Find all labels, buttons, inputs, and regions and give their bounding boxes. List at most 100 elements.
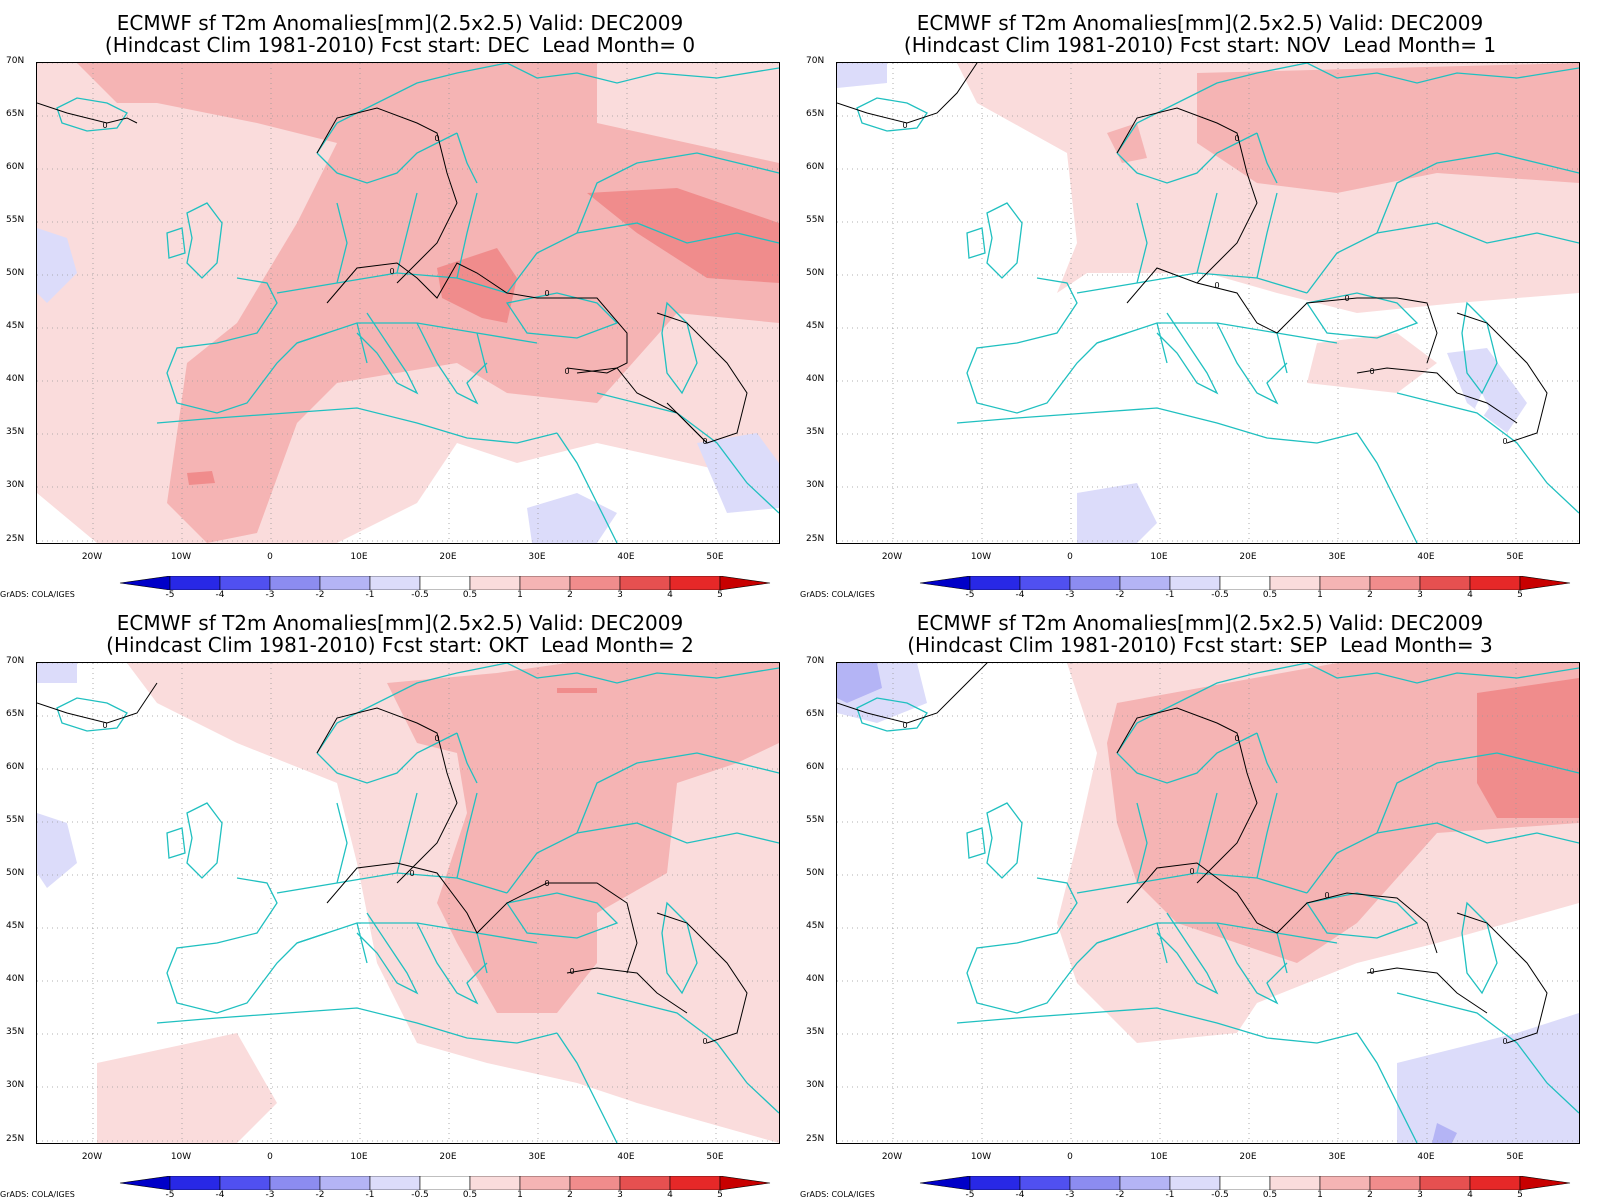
anomaly-shade-5 <box>1397 1013 1579 1143</box>
colorbar-segment <box>1069 576 1121 590</box>
lat-tick-label: 55N <box>806 815 825 825</box>
lat-tick-label: 35N <box>6 427 25 437</box>
panel-title-line1: ECMWF sf T2m Anomalies[mm](2.5x2.5) Vali… <box>916 11 1484 35</box>
colorbar-segment <box>1469 576 1521 590</box>
colorbar-segment <box>569 576 621 590</box>
lat-tick-label: 40N <box>806 974 825 984</box>
contour-label: 0 <box>389 267 394 276</box>
colorbar-label: 2 <box>1367 590 1373 600</box>
lon-tick-label: 50E <box>706 1152 724 1162</box>
colorbar-segment <box>1319 576 1371 590</box>
lat-tick-label: 35N <box>806 1027 825 1037</box>
colorbar-segment <box>1419 576 1471 590</box>
contour-label: 0 <box>1369 967 1374 976</box>
anomaly-shade-3 <box>37 813 77 888</box>
grads-credit: GrADS: COLA/IGES <box>800 1190 875 1199</box>
lat-tick-label: 50N <box>806 268 825 278</box>
contour-label: 0 <box>1189 867 1194 876</box>
colorbar-svg <box>119 576 771 590</box>
lat-tick-label: 70N <box>806 656 825 666</box>
lat-tick-label: 45N <box>6 921 25 931</box>
contour-label: 0 <box>902 721 907 730</box>
colorbar-label: -4 <box>215 590 225 600</box>
colorbar-segment <box>1119 576 1171 590</box>
contour-label: 0 <box>1502 1037 1507 1046</box>
colorbar-label: 4 <box>1467 590 1473 600</box>
lat-tick-label: 25N <box>6 1134 25 1144</box>
colorbar-segment <box>719 576 771 590</box>
colorbar-segment <box>1319 1176 1371 1190</box>
colorbar-label: 1 <box>517 1190 523 1200</box>
lat-tick-label: 70N <box>806 56 825 66</box>
contour-label: 0 <box>1234 134 1239 143</box>
contour-label: 0 <box>564 367 569 376</box>
lon-tick-label: 0 <box>267 552 273 562</box>
lon-tick-label: 30E <box>1328 552 1346 562</box>
lat-tick-label: 55N <box>806 215 825 225</box>
colorbar-label: -2 <box>315 590 325 600</box>
lat-tick-label: 45N <box>6 321 25 331</box>
grads-credit: GrADS: COLA/IGES <box>0 1190 75 1199</box>
anomaly-shade-7 <box>187 471 215 485</box>
colorbar-label: -2 <box>1115 590 1125 600</box>
colorbar-segment <box>519 1176 571 1190</box>
colorbar-segment <box>1219 576 1271 590</box>
colorbar-segment <box>719 1176 771 1190</box>
colorbar-segment <box>1119 1176 1171 1190</box>
colorbar-label: 1 <box>517 590 523 600</box>
colorbar-segment <box>1369 576 1421 590</box>
grid-lines <box>37 63 779 543</box>
lon-tick-label: 10E <box>350 1152 368 1162</box>
lon-tick-label: 50E <box>706 552 724 562</box>
colorbar-segment <box>319 1176 371 1190</box>
panel-lead-0: ECMWF sf T2m Anomalies[mm](2.5x2.5) Vali… <box>0 0 800 600</box>
panel-lead-2: ECMWF sf T2m Anomalies[mm](2.5x2.5) Vali… <box>0 600 800 1200</box>
anomaly-shade-4 <box>37 228 77 303</box>
lon-tick-label: 10E <box>1150 552 1168 562</box>
colorbar-label: -1 <box>1165 1190 1175 1200</box>
lat-tick-label: 40N <box>6 374 25 384</box>
colorbar-segment <box>169 1176 221 1190</box>
lon-tick-label: 0 <box>267 1152 273 1162</box>
colorbar-label: 3 <box>617 590 623 600</box>
colorbar-label: -1 <box>365 1190 375 1200</box>
lon-tick-label: 10W <box>170 552 192 562</box>
colorbar-segment <box>1069 1176 1121 1190</box>
lat-tick-label: 30N <box>6 480 25 490</box>
colorbar-label: 3 <box>1417 590 1423 600</box>
contour-label: 0 <box>902 121 907 130</box>
anomaly-shade-1 <box>1107 663 1579 963</box>
lat-tick-label: 35N <box>6 1027 25 1037</box>
colorbar-segment <box>269 576 321 590</box>
colorbar-segment <box>1269 1176 1321 1190</box>
lon-tick-label: 30E <box>1328 1152 1346 1162</box>
lat-tick-label: 30N <box>6 1080 25 1090</box>
colorbar-label: 3 <box>1417 1190 1423 1200</box>
colorbar-segment <box>319 576 371 590</box>
map-canvas: 0 0 0 0 0 0 <box>837 663 1579 1143</box>
lon-tick-label: 20E <box>1239 1152 1257 1162</box>
anomaly-shade-2 <box>97 1033 277 1143</box>
lon-tick-label: 10E <box>1150 1152 1168 1162</box>
colorbar-label: -2 <box>315 1190 325 1200</box>
panel-title-line2: (Hindcast Clim 1981-2010) Fcst start: DE… <box>104 33 696 57</box>
zero-contours <box>37 682 748 1044</box>
colorbar-segment <box>169 576 221 590</box>
colorbar-segment <box>369 576 421 590</box>
colorbar-segment <box>969 1176 1021 1190</box>
panel-title-line1: ECMWF sf T2m Anomalies[mm](2.5x2.5) Vali… <box>916 611 1484 635</box>
lon-tick-label: 20E <box>439 1152 457 1162</box>
map-canvas: 0 0 0 0 0 0 <box>37 663 779 1143</box>
anomaly-shade-2 <box>1477 678 1579 818</box>
colorbar-label: -2 <box>1115 1190 1125 1200</box>
lat-tick-label: 70N <box>6 56 25 66</box>
colorbar-label: 4 <box>667 590 673 600</box>
contour-label: 0 <box>1214 281 1219 290</box>
lat-tick-label: 65N <box>806 109 825 119</box>
lat-tick-label: 25N <box>6 534 25 544</box>
contour-label: 0 <box>544 879 549 888</box>
colorbar-label: 2 <box>567 1190 573 1200</box>
colorbar-label: -4 <box>1015 590 1025 600</box>
lat-tick-label: 40N <box>806 374 825 384</box>
colorbar-segment <box>119 576 171 590</box>
